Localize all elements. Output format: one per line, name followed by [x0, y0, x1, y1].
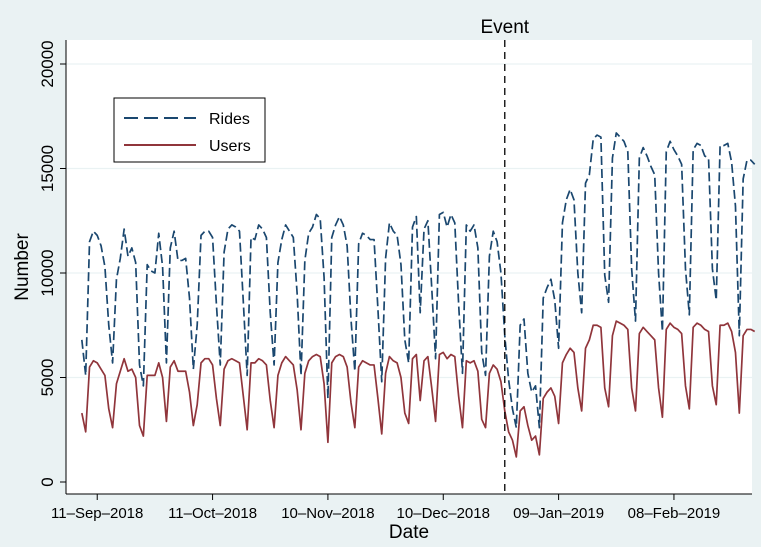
series-lines — [80, 132, 756, 458]
event-label: Event — [480, 17, 529, 38]
legend: Rides Users — [113, 97, 266, 163]
x-tick-label: 10–Nov–2018 — [281, 505, 374, 522]
axes: 11–Sep–2018 11–Oct–2018 10–Nov–2018 10–Dec–… — [12, 40, 752, 543]
series-line-rides — [80, 132, 756, 429]
legend-label-rides: Rides — [209, 111, 250, 128]
y-tick-label: 0 — [38, 477, 57, 486]
y-axis-label: Number — [12, 233, 33, 301]
x-tick-label: 09–Jan–2019 — [513, 505, 604, 522]
legend-label-users: Users — [209, 138, 251, 155]
legend-box — [113, 97, 266, 163]
x-axis-ticks: 11–Sep–2018 11–Oct–2018 10–Nov–2018 10–Dec–… — [51, 494, 720, 522]
x-tick-label: 10–Dec–2018 — [397, 505, 490, 522]
y-tick-label: 20000 — [38, 40, 57, 87]
event-marker: Event — [480, 17, 530, 494]
x-axis-label: Date — [389, 522, 429, 542]
series-line-users — [81, 320, 756, 458]
x-tick-label: 11–Sep–2018 — [51, 505, 143, 522]
y-tick-label: 15000 — [38, 145, 57, 192]
y-tick-label: 5000 — [38, 359, 57, 397]
x-tick-label: 11–Oct–2018 — [168, 505, 257, 522]
y-tick-label: 10000 — [38, 249, 57, 296]
x-tick-label: 08–Feb–2019 — [628, 505, 721, 522]
y-axis-ticks: 0 5000 10000 15000 20000 — [38, 40, 66, 487]
